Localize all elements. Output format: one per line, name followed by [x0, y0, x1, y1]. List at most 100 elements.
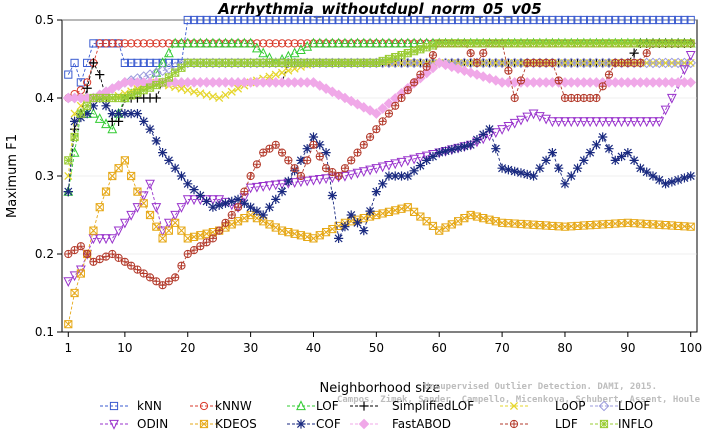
legend-label: ODIN: [137, 417, 168, 431]
data-point: [509, 118, 520, 129]
data-point: [314, 175, 325, 185]
data-point: [421, 67, 432, 79]
data-point: [648, 171, 658, 181]
data-point: [233, 15, 243, 25]
data-point: [548, 15, 557, 25]
data-point: [484, 73, 495, 84]
series-kdeos: [64, 156, 695, 329]
data-point: [485, 15, 494, 25]
data-point: [88, 234, 99, 245]
data-point: [416, 70, 425, 79]
data-point: [560, 15, 570, 25]
data-point: [145, 58, 155, 67]
data-point: [83, 101, 92, 110]
data-point: [446, 61, 458, 73]
data-point: [296, 171, 306, 181]
data-point: [585, 148, 595, 158]
data-point: [302, 144, 312, 154]
data-point: [642, 167, 652, 177]
data-point: [321, 37, 331, 48]
data-point: [176, 203, 187, 213]
data-point: [359, 15, 368, 25]
data-point: [622, 117, 633, 128]
legend-marker: [509, 401, 519, 411]
data-point: [654, 117, 665, 128]
data-point: [403, 15, 412, 25]
data-point: [661, 15, 670, 25]
data-point: [107, 234, 118, 245]
data-point: [352, 168, 363, 179]
data-point: [479, 15, 488, 25]
data-point: [233, 203, 243, 212]
data-point: [378, 179, 388, 189]
data-point: [610, 155, 620, 165]
data-point: [202, 15, 211, 25]
data-point: [277, 15, 287, 25]
data-point: [635, 163, 646, 173]
data-point: [265, 15, 274, 25]
data-point: [510, 93, 519, 103]
data-point: [177, 226, 186, 235]
data-point: [177, 84, 186, 93]
data-point: [528, 171, 539, 181]
data-point: [503, 121, 514, 132]
data-point: [315, 140, 325, 150]
data-point: [365, 206, 375, 216]
data-point: [151, 93, 161, 103]
legend-item-simplifiedlof: SimplifiedLOF: [350, 399, 474, 413]
data-point: [340, 171, 350, 182]
data-point: [334, 15, 343, 25]
data-point: [88, 101, 99, 111]
data-point: [113, 226, 124, 237]
y-axis-label: Maximum F1: [5, 134, 20, 218]
data-point: [359, 226, 369, 236]
data-point: [64, 249, 73, 259]
data-point: [171, 68, 180, 77]
legend-label: LoOP: [555, 399, 586, 413]
y-tick-label: 0.2: [35, 247, 54, 261]
data-point: [340, 222, 350, 232]
legend-label: INFLO: [618, 417, 653, 431]
data-point: [579, 15, 588, 25]
data-point: [415, 153, 426, 163]
legend-label: KDEOS: [215, 417, 257, 431]
data-point: [145, 83, 155, 92]
data-point: [164, 226, 173, 235]
data-point: [377, 162, 388, 173]
data-point: [158, 234, 167, 243]
watermark-line-2: Campos, Zimek, Sander, Campello, Micenko…: [337, 394, 701, 405]
legend-marker: [109, 401, 119, 411]
series-knn: [64, 15, 695, 87]
data-point: [523, 15, 532, 25]
data-point: [157, 148, 168, 158]
data-point: [327, 190, 337, 201]
data-point: [101, 234, 111, 245]
data-point: [371, 187, 381, 197]
data-point: [252, 160, 262, 169]
data-point: [277, 39, 287, 48]
data-point: [327, 37, 338, 48]
data-point: [108, 249, 117, 259]
data-point: [277, 187, 287, 197]
data-point: [686, 171, 696, 181]
data-point: [383, 98, 395, 109]
data-point: [309, 140, 318, 149]
x-tick-label: 10: [117, 341, 132, 355]
data-point: [542, 15, 551, 25]
data-point: [391, 15, 400, 25]
data-point: [648, 117, 658, 128]
legend-marker: [358, 418, 370, 430]
data-point: [113, 109, 124, 119]
data-point: [673, 175, 683, 185]
data-point: [598, 132, 608, 142]
data-point: [152, 80, 161, 90]
data-point: [145, 210, 155, 220]
data-point: [201, 37, 212, 48]
data-point: [107, 123, 118, 134]
data-point: [189, 15, 199, 25]
data-point: [126, 109, 136, 119]
data-point: [390, 171, 400, 181]
x-tick-label: 100: [679, 341, 702, 355]
data-point: [251, 42, 262, 53]
data-point: [88, 58, 99, 68]
